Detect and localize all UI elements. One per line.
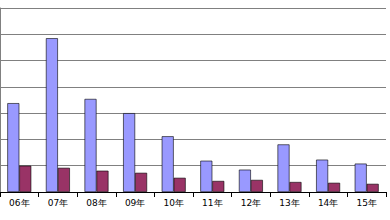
svg-text:12年: 12年 [241, 198, 261, 208]
svg-text:10年: 10年 [163, 198, 183, 208]
svg-text:08年: 08年 [86, 198, 106, 208]
svg-text:06年: 06年 [9, 198, 29, 208]
svg-text:14年: 14年 [318, 198, 338, 208]
svg-text:09年: 09年 [125, 198, 145, 208]
svg-text:13年: 13年 [279, 198, 299, 208]
svg-text:11年: 11年 [202, 198, 222, 208]
svg-text:07年: 07年 [48, 198, 68, 208]
svg-text:15年: 15年 [356, 198, 376, 208]
